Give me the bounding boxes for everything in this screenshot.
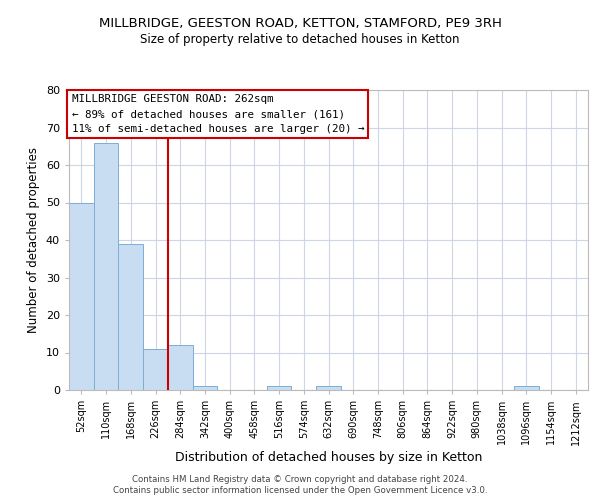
Text: Size of property relative to detached houses in Ketton: Size of property relative to detached ho… xyxy=(140,32,460,46)
Bar xyxy=(143,349,168,390)
Bar xyxy=(69,202,94,390)
Bar xyxy=(514,386,539,390)
Text: MILLBRIDGE, GEESTON ROAD, KETTON, STAMFORD, PE9 3RH: MILLBRIDGE, GEESTON ROAD, KETTON, STAMFO… xyxy=(98,18,502,30)
Text: Contains public sector information licensed under the Open Government Licence v3: Contains public sector information licen… xyxy=(113,486,487,495)
Bar xyxy=(193,386,217,390)
Bar xyxy=(316,386,341,390)
Bar xyxy=(94,142,118,390)
Text: Contains HM Land Registry data © Crown copyright and database right 2024.: Contains HM Land Registry data © Crown c… xyxy=(132,475,468,484)
Y-axis label: Number of detached properties: Number of detached properties xyxy=(27,147,40,333)
X-axis label: Distribution of detached houses by size in Ketton: Distribution of detached houses by size … xyxy=(175,452,482,464)
Bar xyxy=(118,244,143,390)
Bar xyxy=(267,386,292,390)
Text: MILLBRIDGE GEESTON ROAD: 262sqm
← 89% of detached houses are smaller (161)
11% o: MILLBRIDGE GEESTON ROAD: 262sqm ← 89% of… xyxy=(71,94,364,134)
Bar xyxy=(168,345,193,390)
